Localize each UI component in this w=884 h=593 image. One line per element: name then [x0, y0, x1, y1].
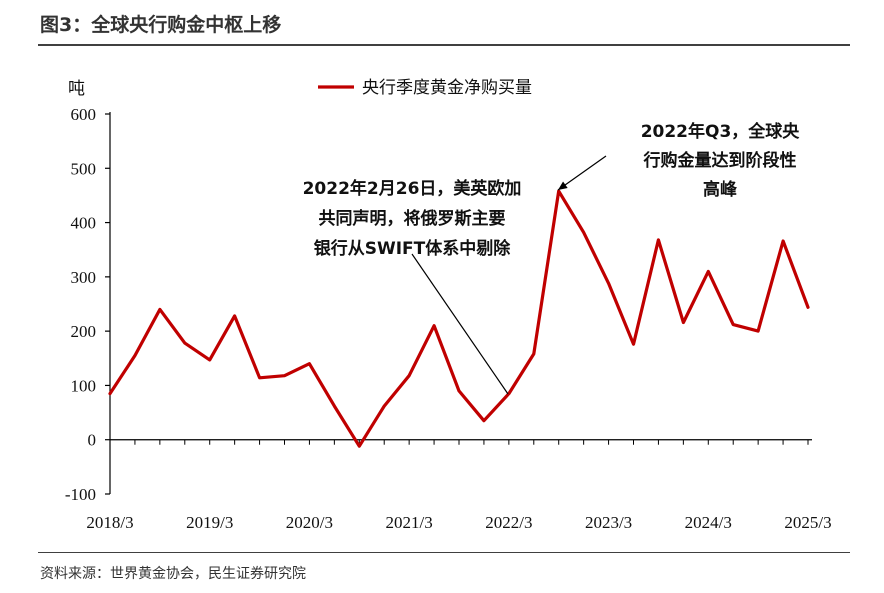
- data-point: [732, 323, 735, 326]
- y-tick-label: 600: [71, 105, 97, 124]
- data-point: [532, 352, 535, 356]
- y-axis-unit-label: 吨: [68, 79, 85, 98]
- data-point: [457, 389, 461, 393]
- data-point: [333, 404, 336, 408]
- data-point: [781, 239, 785, 243]
- data-point: [258, 376, 261, 380]
- data-point: [358, 445, 361, 448]
- data-point: [308, 362, 311, 365]
- top-rule: [38, 44, 850, 46]
- annotations: 2022年2月26日，美英欧加共同声明，将俄罗斯主要银行从SWIFT体系中剔除2…: [303, 121, 801, 395]
- data-point: [133, 354, 137, 357]
- data-point: [432, 324, 436, 327]
- data-point: [233, 314, 236, 318]
- data-point: [806, 306, 810, 309]
- annotation-text-line: 行购金量达到阶段性: [643, 150, 797, 171]
- data-point: [208, 358, 211, 362]
- annotation-text-line: 高峰: [703, 179, 738, 200]
- annotation-arrowhead: [558, 181, 568, 190]
- data-point: [707, 270, 710, 273]
- data-point: [407, 374, 411, 377]
- annotation-leader-line: [557, 155, 607, 191]
- figure-title: 图3：全球央行购金中枢上移: [40, 14, 282, 36]
- y-tick-label: 500: [71, 159, 97, 178]
- data-point: [557, 189, 560, 193]
- data-point: [607, 282, 610, 285]
- data-point: [756, 329, 760, 333]
- data-point: [632, 342, 635, 346]
- bottom-rule: [38, 552, 850, 553]
- data-point: [383, 404, 386, 408]
- data-point: [158, 308, 162, 311]
- data-point: [482, 419, 486, 422]
- x-tick-label: 2024/3: [685, 513, 732, 532]
- x-tick-label: 2021/3: [386, 513, 433, 532]
- annotation-text-line: 共同声明，将俄罗斯主要: [319, 208, 506, 229]
- legend-label: 央行季度黄金净购买量: [362, 78, 532, 98]
- y-tick-label: 100: [71, 376, 97, 395]
- data-point: [682, 321, 685, 324]
- data-point: [108, 392, 112, 395]
- source-note: 资料来源：世界黄金协会，民生证券研究院: [40, 566, 306, 582]
- series-group: [108, 189, 810, 448]
- y-tick-label: 200: [71, 322, 97, 341]
- data-point: [582, 231, 585, 234]
- annotation-text-line: 2022年Q3，全球央: [641, 121, 801, 142]
- y-tick-label: 300: [71, 268, 97, 287]
- data-point: [657, 238, 660, 242]
- x-tick-label: 2025/3: [784, 513, 831, 532]
- series-line: [108, 189, 810, 448]
- annotation-text-line: 2022年2月26日，美英欧加: [303, 178, 522, 199]
- x-tick-label: 2022/3: [485, 513, 532, 532]
- y-tick-label: 0: [88, 431, 97, 450]
- y-ticks: 600 500 400 300 200 100 0 -100: [65, 105, 110, 504]
- x-tick-label: 2018/3: [86, 513, 133, 532]
- annotation-text-line: 银行从SWIFT体系中剔除: [314, 238, 512, 259]
- x-ticks: 2018/3 2019/3 2020/3 2021/3 2022/3 2023/3 2024…: [86, 439, 832, 532]
- x-tick-label: 2020/3: [286, 513, 333, 532]
- x-tick-label: 2023/3: [585, 513, 632, 532]
- annotation-leader-line: [411, 253, 509, 395]
- y-tick-label: -100: [65, 485, 96, 504]
- legend: 央行季度黄金净购买量: [318, 78, 532, 98]
- y-tick-label: 400: [71, 214, 97, 233]
- data-point: [183, 341, 186, 345]
- x-tick-label: 2019/3: [186, 513, 233, 532]
- data-point: [507, 392, 511, 395]
- chart-axes: [109, 112, 812, 494]
- data-point: [283, 374, 286, 377]
